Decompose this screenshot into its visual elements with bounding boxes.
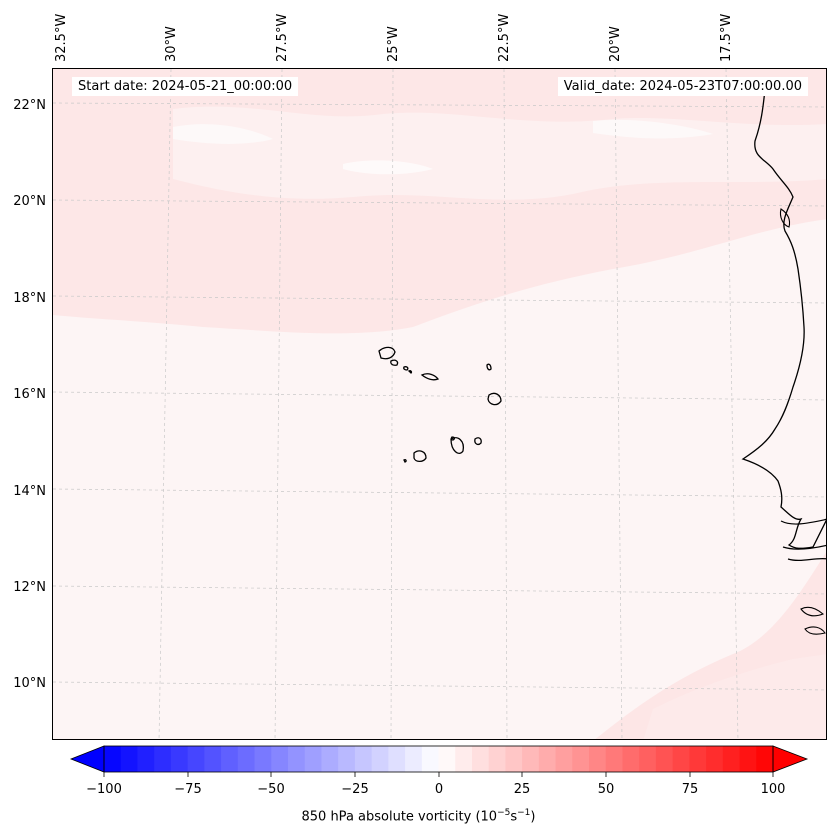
- colorbar-segment: [104, 746, 122, 772]
- colorbar-segment: [321, 746, 339, 772]
- colorbar-tick-neg100: −100: [86, 782, 122, 797]
- colorbar-segment: [605, 746, 624, 772]
- colorbar-segment: [722, 746, 741, 772]
- colorbar-segment: [421, 746, 440, 772]
- vorticity-map: [53, 69, 826, 739]
- colorbar-segment: [756, 746, 774, 772]
- lat-label-10n: 10°N: [13, 676, 46, 691]
- colorbar-segment: [689, 746, 707, 772]
- colorbar-segment: [706, 746, 724, 772]
- colorbar-tick-neg75: −75: [174, 782, 202, 797]
- white-streak-1: [173, 124, 273, 144]
- lat-label-22n: 22°N: [13, 98, 46, 113]
- colorbar-title: 850 hPa absolute vorticity (10−5s−1): [301, 808, 536, 825]
- colorbar-segment: [221, 746, 239, 772]
- lon-label-20w: 20°W: [608, 26, 623, 62]
- lon-label-30w: 30°W: [164, 26, 179, 62]
- colorbar-segment: [388, 746, 406, 772]
- colorbar-segment: [154, 746, 172, 772]
- white-streak-3: [343, 160, 433, 175]
- colorbar-segment: [338, 746, 356, 772]
- colorbar-arrow-right: [772, 745, 809, 773]
- colorbar-segment: [655, 746, 674, 772]
- colorbar-segment: [572, 746, 590, 772]
- colorbar-segment: [137, 746, 155, 772]
- colorbar-segment: [589, 746, 607, 772]
- colorbar-segment: [672, 746, 690, 772]
- colorbar-segment: [555, 746, 573, 772]
- lon-label-17-5w: 17.5°W: [719, 13, 734, 62]
- colorbar-segment: [354, 746, 373, 772]
- colorbar-tick-neg50: −50: [257, 782, 285, 797]
- cape-verde-islands: [378, 346, 502, 463]
- colorbar-segment: [505, 746, 523, 772]
- colorbar-segment: [304, 746, 323, 772]
- map-panel[interactable]: [52, 68, 827, 740]
- colorbar-tick-75: 75: [681, 782, 699, 797]
- vorticity-patch-se-light: [643, 654, 826, 739]
- colorbar-tick-neg25: −25: [341, 782, 369, 797]
- colorbar-tick-100: 100: [760, 782, 786, 797]
- colorbar-segment: [438, 746, 456, 772]
- colorbar-segment: [204, 746, 222, 772]
- colorbar-segment: [538, 746, 557, 772]
- colorbar-arrow-left: [69, 745, 105, 773]
- coast-north-inlet: [779, 208, 791, 228]
- colorbar-segment: [287, 746, 306, 772]
- colorbar-tick-50: 50: [597, 782, 615, 797]
- lon-label-22-5w: 22.5°W: [497, 13, 512, 62]
- colorbar-segment: [488, 746, 507, 772]
- colorbar-segment: [271, 746, 289, 772]
- lat-label-14n: 14°N: [13, 484, 46, 499]
- colorbar-segment: [120, 746, 139, 772]
- valid-date-label: Valid_date: 2024-05-23T07:00:00.00: [557, 77, 808, 96]
- lat-label-18n: 18°N: [13, 291, 46, 306]
- colorbar-ticks: [103, 772, 774, 777]
- colorbar-tick-25: 25: [513, 782, 531, 797]
- colorbar-segment: [371, 746, 389, 772]
- colorbar-segment: [455, 746, 473, 772]
- colorbar-segment: [622, 746, 640, 772]
- lat-label-16n: 16°N: [13, 387, 46, 402]
- colorbar-segment: [739, 746, 757, 772]
- graticule: [53, 69, 826, 739]
- colorbar-segment: [170, 746, 189, 772]
- colorbar-outline: [103, 745, 774, 773]
- colorbar-tick-0: 0: [434, 782, 444, 797]
- colorbar-segment: [254, 746, 272, 772]
- lat-label-20n: 20°N: [13, 194, 46, 209]
- lon-label-27-5w: 27.5°W: [275, 13, 290, 62]
- colorbar-segments: [104, 746, 774, 772]
- coast-inlet-senegal: [780, 518, 826, 562]
- colorbar-segment: [405, 746, 423, 772]
- coast-bissau-islands: [800, 606, 826, 635]
- lat-label-12n: 12°N: [13, 580, 46, 595]
- colorbar: [69, 745, 809, 777]
- africa-coastline: [741, 88, 826, 549]
- lon-label-32-5w: 32.5°W: [54, 13, 69, 62]
- start-date-label: Start date: 2024-05-21_00:00:00: [72, 77, 299, 96]
- colorbar-segment: [471, 746, 490, 772]
- white-streak-2: [593, 119, 713, 139]
- colorbar-segment: [639, 746, 657, 772]
- colorbar-segment: [187, 746, 205, 772]
- lon-label-25w: 25°W: [386, 26, 401, 62]
- colorbar-segment: [237, 746, 256, 772]
- colorbar-segment: [522, 746, 540, 772]
